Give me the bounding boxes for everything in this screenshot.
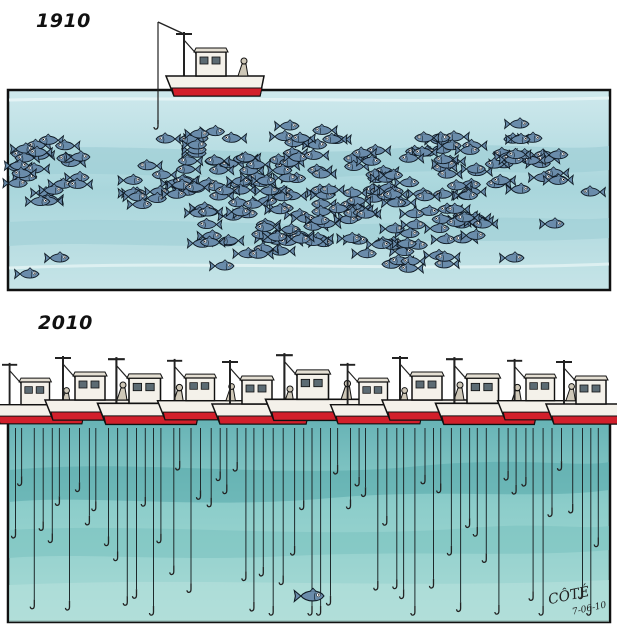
year-label-2010: 2010 [38, 312, 93, 334]
year-label-1910: 1910 [36, 10, 91, 32]
fishing-lines [10, 428, 599, 616]
fishing-fleet [0, 352, 617, 426]
panel-1910 [2, 21, 612, 292]
panel-2010 [0, 352, 617, 624]
fishing-boat-icon [165, 31, 265, 97]
